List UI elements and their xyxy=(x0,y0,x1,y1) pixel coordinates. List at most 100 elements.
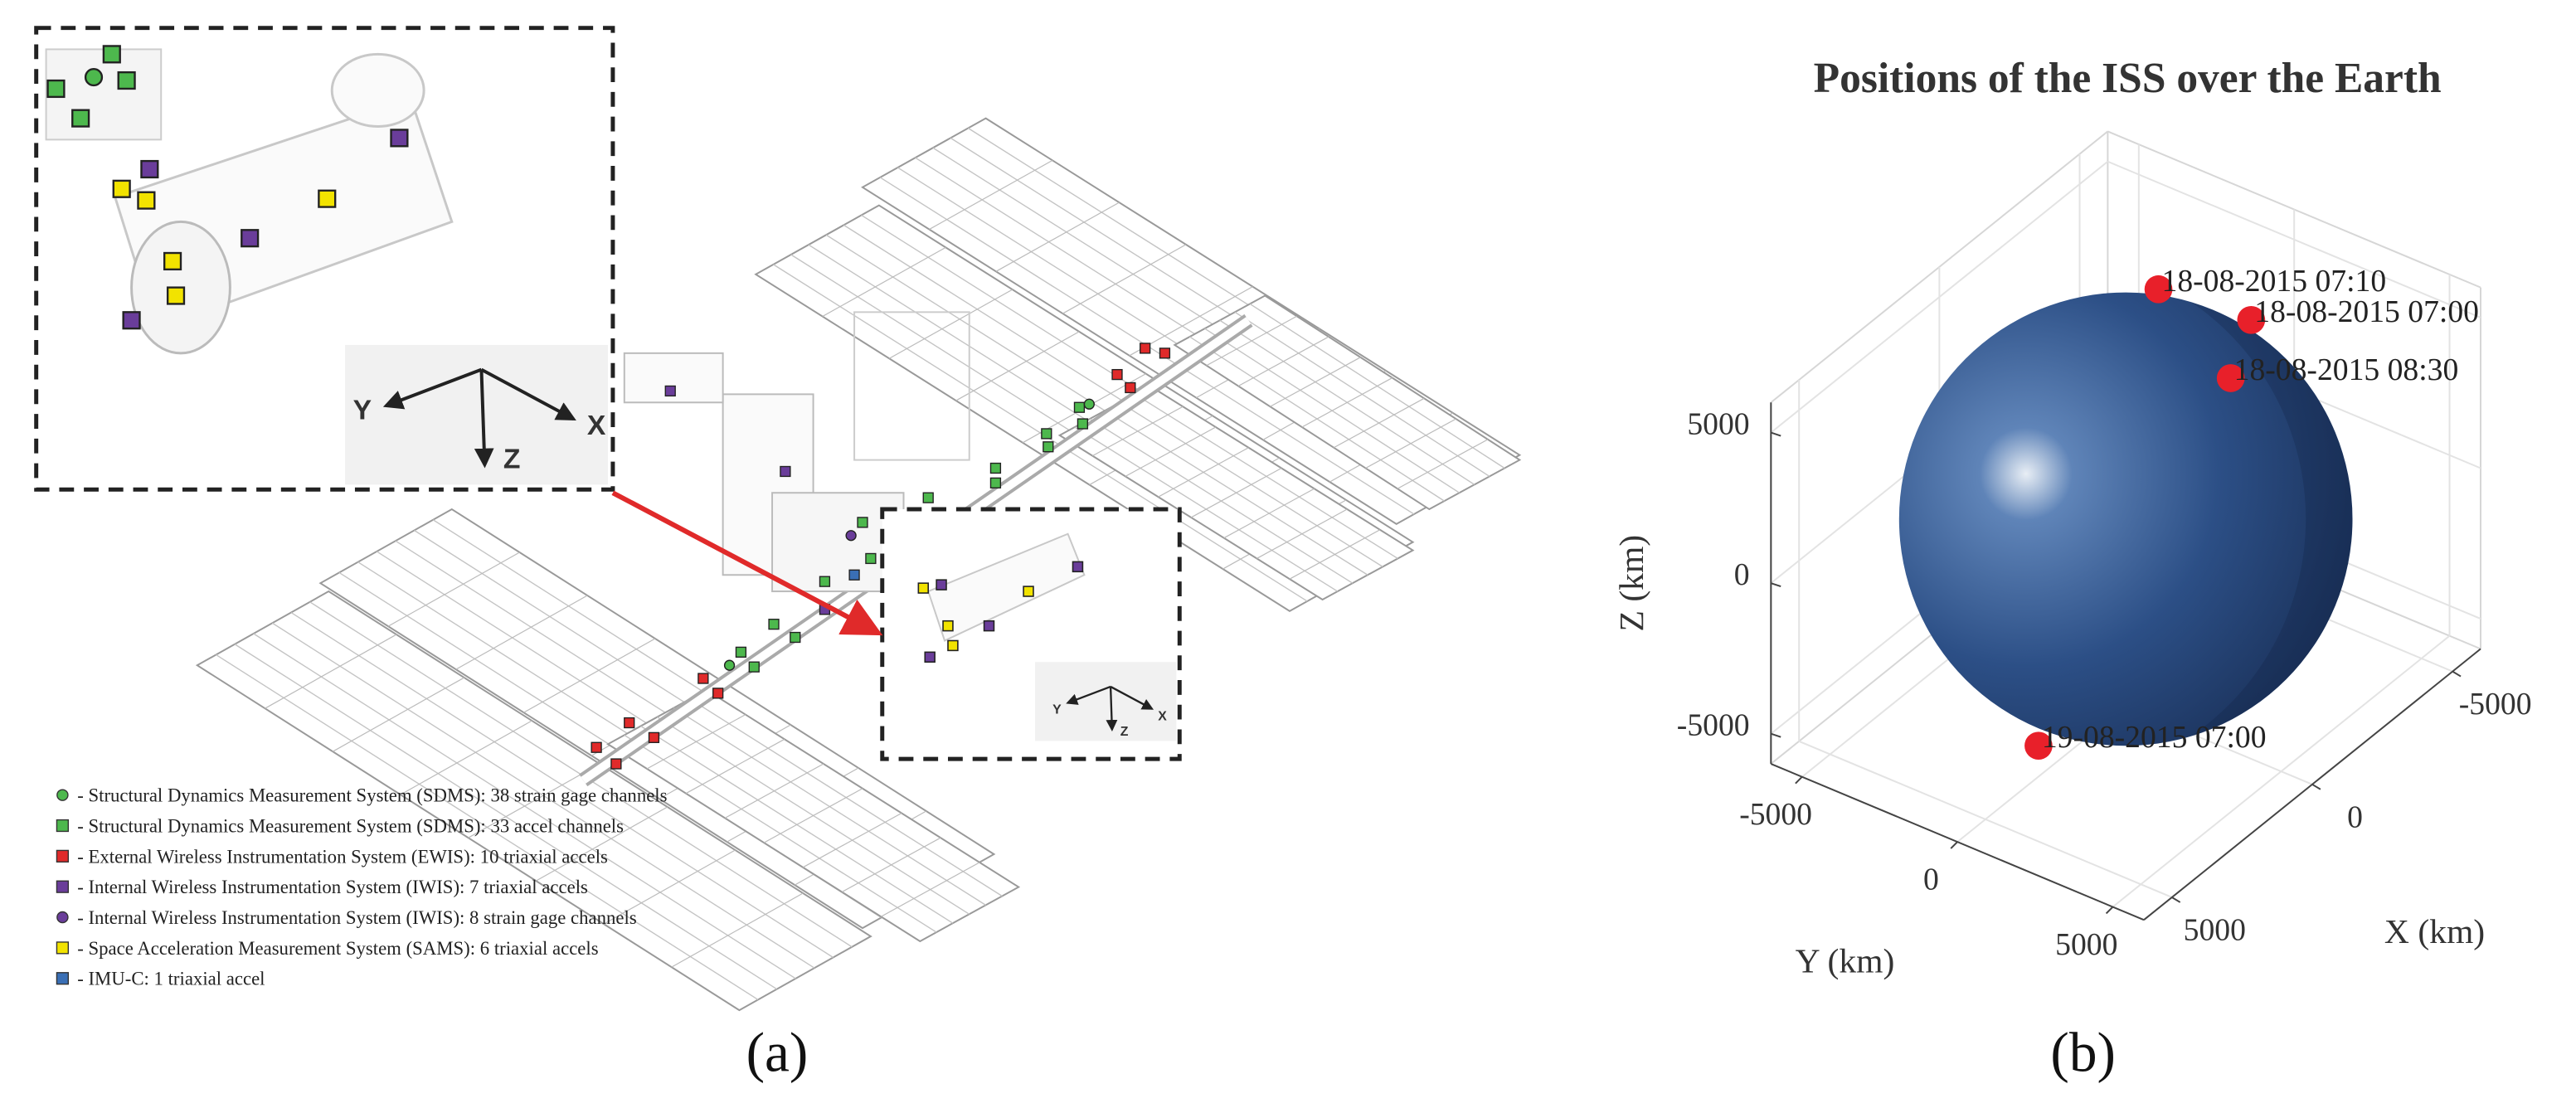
array-rib xyxy=(763,788,863,843)
array-rib xyxy=(265,634,397,709)
sensor-marker xyxy=(1023,586,1034,597)
legend-marker xyxy=(56,941,70,955)
x-tick-label: 5000 xyxy=(2184,912,2246,947)
array-rib xyxy=(603,849,736,925)
sensor-marker xyxy=(122,311,141,330)
array-rib xyxy=(1092,406,1184,457)
array-rib xyxy=(995,202,1120,272)
inset-axis xyxy=(480,367,576,420)
tick-mark xyxy=(1950,841,1958,849)
legend-label: - Space Acceleration Measurement System … xyxy=(77,938,599,959)
point-label: 18-08-2015 08:30 xyxy=(2234,352,2459,387)
tick-mark xyxy=(2105,906,2114,915)
inset-axis xyxy=(382,367,483,410)
tick-mark xyxy=(2452,670,2462,678)
x-axis-label: X (km) xyxy=(2384,912,2485,951)
sensor-marker xyxy=(1077,418,1089,430)
sensor-marker xyxy=(1140,343,1151,354)
array-rib xyxy=(1289,529,1381,580)
y-tick-label: 0 xyxy=(1923,863,1939,897)
legend-marker xyxy=(56,819,70,833)
inset-axis xyxy=(474,369,494,469)
sensor-marker xyxy=(166,286,186,305)
sensor-marker xyxy=(390,129,409,148)
sensor-marker xyxy=(917,582,930,594)
sensor-marker xyxy=(1043,441,1054,453)
point-label: 18-08-2015 07:10 xyxy=(2162,264,2387,299)
array-rib xyxy=(888,289,1013,359)
inset-axis xyxy=(1110,685,1154,710)
inset-axis-label: X xyxy=(587,411,606,441)
array-rib xyxy=(880,862,980,917)
sensor-marker xyxy=(71,109,90,128)
sensor-marker xyxy=(1072,561,1084,573)
legend-label: - Structural Dynamics Measurement System… xyxy=(77,815,624,836)
sensor-marker xyxy=(648,731,660,743)
inset-axis xyxy=(1106,686,1118,731)
legend-marker xyxy=(56,789,69,801)
module-sketch xyxy=(330,52,425,129)
array-rib xyxy=(685,738,785,795)
sensor-marker xyxy=(748,661,760,673)
sensor-marker xyxy=(84,68,104,87)
z-tick-label: -5000 xyxy=(1677,708,1750,743)
array-rib xyxy=(1062,244,1187,314)
legend-label: - External Wireless Instrumentation Syst… xyxy=(77,846,608,867)
z-tick-label: 0 xyxy=(1734,557,1750,592)
array-rib xyxy=(536,806,668,882)
sensor-marker xyxy=(857,517,868,528)
sensor-marker xyxy=(947,639,959,652)
sensor-marker xyxy=(942,620,954,632)
sensor-marker xyxy=(735,646,747,658)
point-label: 19-08-2015 07:00 xyxy=(2042,720,2267,755)
sensor-marker xyxy=(848,569,860,581)
legend-marker xyxy=(56,972,70,985)
sensor-marker xyxy=(624,717,635,729)
inset-axes-bg xyxy=(1034,662,1177,741)
array-rib xyxy=(671,892,804,968)
sensor-marker xyxy=(1159,347,1171,359)
inset-axis-label: Y xyxy=(1052,702,1062,717)
chart-title: Positions of the ISS over the Earth xyxy=(1814,55,2442,102)
array-rib xyxy=(400,720,532,795)
earth-shade xyxy=(2191,302,2353,736)
array-rib xyxy=(802,812,902,868)
legend-label: - IMU-C: 1 triaxial accel xyxy=(77,969,265,989)
sensor-marker xyxy=(989,462,1002,474)
tick-mark xyxy=(2311,783,2321,790)
module-sketch xyxy=(45,48,163,141)
legend-label: - Internal Wireless Instrumentation Syst… xyxy=(77,907,637,928)
sensor-marker xyxy=(102,45,121,64)
array-rib xyxy=(1237,336,1329,386)
array-rib xyxy=(724,763,824,819)
sensor-marker xyxy=(163,251,182,271)
legend-marker xyxy=(56,880,70,893)
array-rib xyxy=(929,159,1053,231)
y-tick-label: 5000 xyxy=(2055,927,2117,962)
array-rib xyxy=(1206,315,1297,367)
sensor-marker xyxy=(137,191,156,210)
sensor-marker xyxy=(768,619,780,630)
inset-axis-label: Z xyxy=(503,445,521,475)
array-rib xyxy=(387,552,520,627)
sensor-marker xyxy=(1041,428,1052,440)
array-rib xyxy=(1158,447,1249,498)
sensor-marker xyxy=(1083,398,1095,410)
sensor-marker xyxy=(723,659,736,671)
tick-mark xyxy=(1771,582,1781,588)
array-rib xyxy=(646,714,746,770)
sensor-marker xyxy=(845,530,857,542)
sensor-marker xyxy=(1125,381,1136,394)
sensor-marker xyxy=(780,465,791,478)
inset-axis-label: Y xyxy=(353,396,372,426)
pointer-arrow xyxy=(611,490,883,636)
sensor-marker xyxy=(664,385,676,397)
array-rib xyxy=(1270,357,1361,407)
sensor-marker xyxy=(936,579,947,590)
iss-position xyxy=(2237,305,2266,334)
array-rib xyxy=(1190,467,1282,518)
grid-line xyxy=(1770,160,2109,434)
sensor-marker xyxy=(922,492,934,503)
legend-marker xyxy=(56,849,70,863)
sensor-marker xyxy=(318,189,337,208)
